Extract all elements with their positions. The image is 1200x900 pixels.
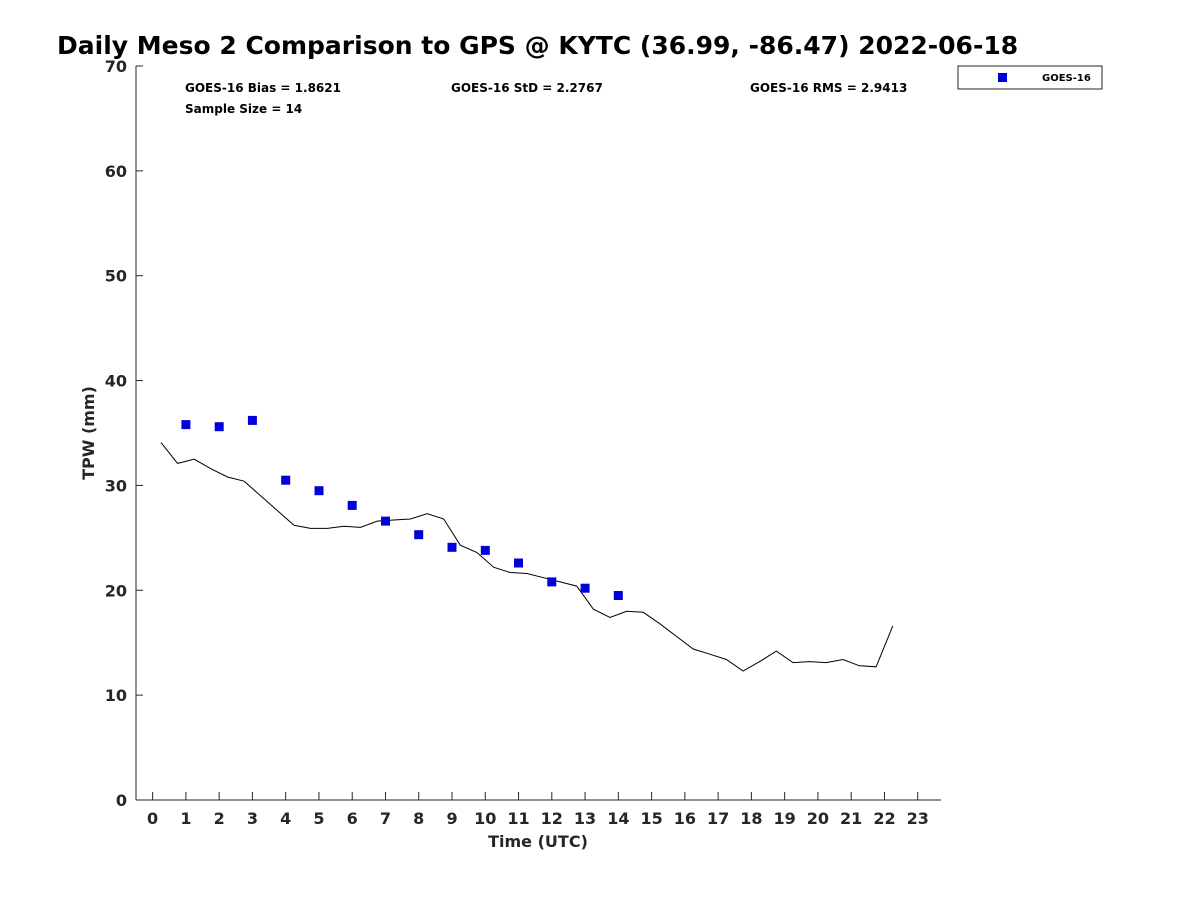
gps-tpw-line xyxy=(160,442,894,672)
x-tick-label: 5 xyxy=(313,809,324,828)
goes16-point xyxy=(281,475,291,485)
bias-annotation: GOES-16 Bias = 1.8621 xyxy=(185,81,341,95)
x-tick-label: 23 xyxy=(907,809,929,828)
x-tick-label: 20 xyxy=(807,809,829,828)
x-tick-label: 4 xyxy=(280,809,291,828)
legend: GOES-16 xyxy=(957,65,1103,90)
x-axis-label: Time (UTC) xyxy=(488,832,588,851)
x-tick-label: 2 xyxy=(214,809,225,828)
x-tick-label: 12 xyxy=(541,809,563,828)
goes16-point xyxy=(181,420,191,430)
goes16-point xyxy=(347,500,357,510)
std-annotation: GOES-16 StD = 2.2767 xyxy=(451,81,603,95)
x-tick-label: 17 xyxy=(707,809,729,828)
goes16-point xyxy=(314,486,324,496)
x-tick-label: 6 xyxy=(347,809,358,828)
rms-annotation: GOES-16 RMS = 2.9413 xyxy=(750,81,907,95)
y-axis-label: TPW (mm) xyxy=(79,386,98,480)
x-tick-label: 15 xyxy=(640,809,662,828)
x-tick-label: 0 xyxy=(147,809,158,828)
x-tick-label: 1 xyxy=(180,809,191,828)
y-tick-label: 50 xyxy=(105,267,127,286)
goes16-point xyxy=(447,542,457,552)
sample-size-annotation: Sample Size = 14 xyxy=(185,102,302,116)
y-tick-label: 30 xyxy=(105,476,127,495)
x-axis-ticks: 0 1 2 3 4 5 6 7 8 9 10 11 12 13 14 15 16 17 18 19 20 21 22 23 xyxy=(147,792,929,828)
x-tick-label: 18 xyxy=(740,809,762,828)
x-tick-label: 22 xyxy=(873,809,895,828)
y-tick-label: 40 xyxy=(105,372,127,391)
x-tick-label: 9 xyxy=(446,809,457,828)
legend-marker-goes16 xyxy=(998,73,1007,82)
legend-box xyxy=(957,65,1103,90)
x-tick-label: 7 xyxy=(380,809,391,828)
goes16-point xyxy=(547,577,557,587)
goes16-point xyxy=(580,583,590,593)
stats-annotations: GOES-16 Bias = 1.8621 GOES-16 StD = 2.27… xyxy=(185,81,907,116)
x-tick-label: 19 xyxy=(774,809,796,828)
y-tick-label: 0 xyxy=(116,791,127,810)
goes16-point xyxy=(247,415,257,425)
x-tick-label: 11 xyxy=(507,809,529,828)
goes16-point xyxy=(480,545,490,555)
goes16-point xyxy=(514,558,523,568)
x-tick-label: 21 xyxy=(840,809,862,828)
plot-frame xyxy=(135,66,941,801)
chart-title: Daily Meso 2 Comparison to GPS @ KYTC (3… xyxy=(57,31,1018,60)
goes16-point xyxy=(381,516,390,526)
goes16-point xyxy=(414,530,424,540)
x-tick-label: 3 xyxy=(247,809,258,828)
legend-label-goes16: GOES-16 xyxy=(1042,73,1091,84)
goes16-point xyxy=(613,591,623,600)
y-tick-label: 20 xyxy=(105,581,127,600)
goes16-point xyxy=(214,422,224,432)
y-tick-label: 10 xyxy=(105,686,127,705)
series-layer xyxy=(160,415,894,672)
x-tick-label: 10 xyxy=(474,809,496,828)
x-tick-label: 16 xyxy=(674,809,696,828)
x-tick-label: 13 xyxy=(574,809,596,828)
y-axis-ticks: 0 10 20 30 40 50 60 70 xyxy=(105,57,143,810)
y-tick-label: 60 xyxy=(105,162,127,181)
x-tick-label: 8 xyxy=(413,809,424,828)
y-tick-label: 70 xyxy=(105,57,127,76)
x-tick-label: 14 xyxy=(607,809,629,828)
